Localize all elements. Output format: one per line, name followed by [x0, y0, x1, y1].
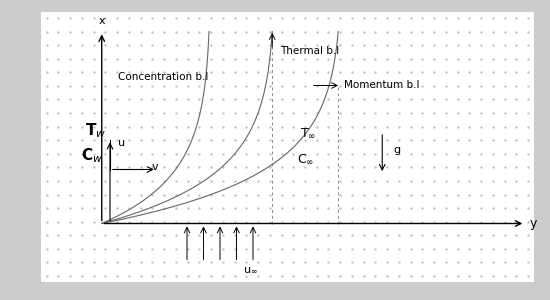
Text: g: g [393, 145, 400, 155]
Text: Thermal b.l: Thermal b.l [280, 46, 340, 56]
Text: C$_w$: C$_w$ [81, 147, 103, 165]
Text: y: y [530, 217, 537, 230]
Text: u$_\infty$: u$_\infty$ [243, 265, 257, 275]
Text: T$_\infty$: T$_\infty$ [300, 127, 316, 140]
Text: Concentration b.l: Concentration b.l [118, 71, 208, 82]
Text: C$_\infty$: C$_\infty$ [297, 152, 314, 166]
Text: T$_w$: T$_w$ [85, 121, 107, 140]
Text: x: x [98, 16, 105, 26]
Text: Momentum b.l: Momentum b.l [344, 80, 419, 91]
Text: v: v [151, 161, 158, 172]
Text: u: u [118, 137, 125, 148]
Bar [41, 12, 534, 282]
